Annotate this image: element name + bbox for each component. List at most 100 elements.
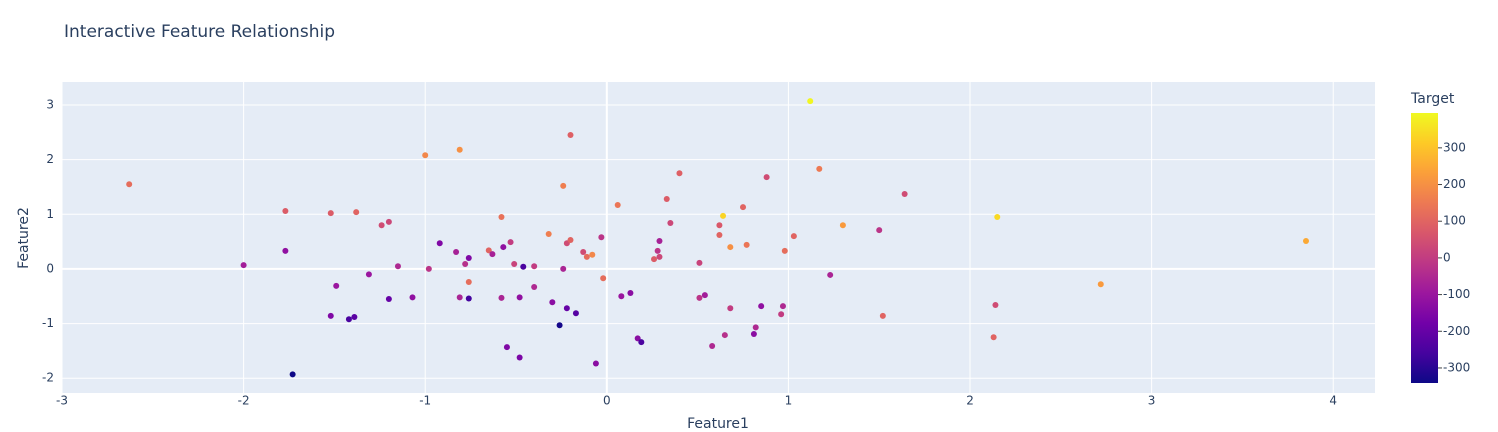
point — [556, 322, 563, 329]
point — [627, 289, 634, 296]
point — [345, 316, 352, 323]
point — [716, 232, 723, 239]
point — [727, 305, 734, 312]
y-tick-label: 1 — [46, 207, 54, 221]
point — [876, 227, 883, 234]
point — [743, 241, 750, 248]
point — [701, 292, 708, 299]
point — [378, 222, 385, 229]
point — [327, 312, 334, 319]
point — [727, 244, 734, 251]
point — [567, 132, 574, 139]
x-tick-label: -1 — [419, 394, 431, 408]
point — [598, 234, 605, 241]
point — [436, 240, 443, 247]
point — [901, 191, 908, 198]
point — [456, 146, 463, 153]
point — [500, 244, 507, 251]
point — [498, 214, 505, 221]
point — [663, 195, 670, 202]
y-axis-title: Feature2 — [16, 207, 32, 269]
point — [709, 342, 716, 349]
point — [498, 294, 505, 301]
point — [1302, 238, 1309, 245]
point — [240, 262, 247, 269]
point — [560, 182, 567, 189]
point — [456, 294, 463, 301]
point — [758, 303, 765, 310]
point — [807, 98, 814, 105]
point — [511, 261, 518, 268]
point — [667, 220, 674, 227]
y-tick-label: 2 — [46, 152, 54, 166]
point — [721, 332, 728, 339]
point — [720, 212, 727, 219]
point — [531, 263, 538, 270]
point — [545, 230, 552, 237]
point — [409, 294, 416, 301]
point — [676, 170, 683, 177]
point — [778, 311, 785, 318]
colorbar-tick-label: -200 — [1443, 324, 1470, 338]
point — [879, 312, 886, 319]
point — [282, 207, 289, 214]
point — [634, 335, 641, 342]
point — [763, 174, 770, 181]
point — [507, 239, 514, 246]
point — [779, 303, 786, 310]
x-tick-label: -2 — [238, 394, 250, 408]
point — [696, 294, 703, 301]
y-tick-label: -1 — [42, 316, 54, 330]
point — [394, 263, 401, 270]
colorbar-title: Target — [1410, 91, 1455, 107]
point — [827, 271, 834, 278]
y-tick-label: 3 — [46, 97, 54, 111]
colorbar-tick-label: 300 — [1443, 140, 1466, 154]
x-tick-label: -3 — [56, 394, 68, 408]
point — [589, 251, 596, 258]
point — [549, 299, 556, 306]
point — [385, 295, 392, 302]
point — [531, 283, 538, 290]
point — [327, 210, 334, 217]
x-tick-label: 0 — [603, 394, 611, 408]
point — [465, 279, 472, 286]
point — [520, 263, 527, 270]
x-tick-label: 2 — [966, 394, 974, 408]
point — [580, 248, 587, 255]
point — [994, 214, 1001, 221]
point — [333, 282, 340, 289]
point — [618, 293, 625, 300]
colorbar-tick-label: 0 — [1443, 250, 1451, 264]
x-tick-label: 3 — [1148, 394, 1156, 408]
point — [353, 209, 360, 216]
point — [592, 360, 599, 367]
point — [126, 181, 133, 188]
point — [656, 238, 663, 245]
point — [750, 330, 757, 337]
point — [752, 324, 759, 331]
point — [282, 247, 289, 254]
point — [990, 334, 997, 341]
point — [365, 271, 372, 278]
colorbar-tick-label: -100 — [1443, 287, 1470, 301]
point — [654, 247, 661, 254]
y-tick-label: -2 — [42, 371, 54, 385]
point — [839, 222, 846, 229]
point — [462, 261, 469, 268]
point — [583, 253, 590, 260]
point — [503, 344, 510, 351]
point — [485, 247, 492, 254]
point — [516, 294, 523, 301]
colorbar-tick-label: -300 — [1443, 360, 1470, 374]
point — [638, 339, 645, 346]
point — [351, 314, 358, 321]
point — [1097, 281, 1104, 288]
y-tick-label: 0 — [46, 261, 54, 275]
point — [716, 222, 723, 229]
point — [651, 256, 658, 263]
x-tick-label: 4 — [1329, 394, 1337, 408]
point — [289, 371, 296, 378]
point — [563, 305, 570, 312]
